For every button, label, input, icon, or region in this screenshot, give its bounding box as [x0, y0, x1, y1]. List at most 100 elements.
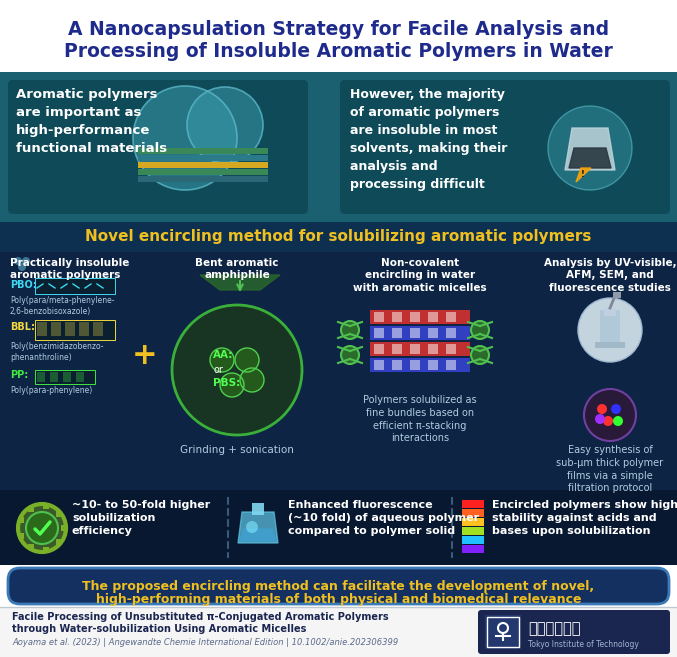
Bar — [600, 310, 620, 345]
Text: high-performing materials of both physical and biomedical relevance: high-performing materials of both physic… — [95, 593, 582, 606]
Circle shape — [210, 348, 234, 372]
Bar — [410, 360, 420, 370]
Circle shape — [613, 416, 623, 426]
Circle shape — [18, 263, 26, 271]
Circle shape — [578, 298, 642, 362]
Bar — [374, 312, 384, 322]
Bar — [37, 322, 47, 336]
Bar — [446, 328, 456, 338]
Polygon shape — [240, 529, 276, 541]
Polygon shape — [238, 512, 278, 543]
Polygon shape — [200, 275, 280, 290]
Bar — [604, 308, 616, 316]
Text: A Nanocapsulation Strategy for Facile Analysis and: A Nanocapsulation Strategy for Facile An… — [68, 20, 609, 39]
Bar — [43, 503, 49, 509]
Text: Non-covalent
encircling in water
with aromatic micelles: Non-covalent encircling in water with ar… — [353, 258, 487, 293]
Bar — [35, 370, 95, 384]
Bar — [138, 155, 268, 161]
Circle shape — [611, 404, 621, 414]
Text: PP:: PP: — [10, 370, 28, 380]
Text: Novel encircling method for solubilizing aromatic polymers: Novel encircling method for solubilizing… — [85, 229, 592, 244]
Circle shape — [172, 305, 302, 435]
Bar — [462, 509, 484, 517]
Circle shape — [18, 504, 66, 552]
Circle shape — [341, 346, 359, 364]
Bar — [392, 312, 402, 322]
Text: Aromatic polymers
are important as
high-performance
functional materials: Aromatic polymers are important as high-… — [16, 88, 167, 155]
Bar — [0, 490, 677, 565]
Text: Poly(para-phenylene): Poly(para-phenylene) — [10, 386, 92, 395]
FancyBboxPatch shape — [340, 80, 670, 214]
Bar — [35, 320, 115, 340]
Circle shape — [14, 257, 22, 265]
Text: Easy synthesis of
sub-μm thick polymer
films via a simple
filtration protocol: Easy synthesis of sub-μm thick polymer f… — [556, 445, 663, 493]
Text: +: + — [132, 340, 158, 369]
Text: PBS:: PBS: — [213, 378, 240, 388]
Bar — [35, 278, 115, 294]
Text: Analysis by UV-visible,
AFM, SEM, and
fluorescence studies: Analysis by UV-visible, AFM, SEM, and fl… — [544, 258, 676, 293]
FancyBboxPatch shape — [8, 80, 308, 214]
Circle shape — [548, 106, 632, 190]
Text: Aoyama et al. (2023) | Angewandte Chemie International Edition | 10.1002/anie.20: Aoyama et al. (2023) | Angewandte Chemie… — [12, 638, 398, 647]
Circle shape — [26, 512, 58, 544]
Circle shape — [597, 404, 607, 414]
Text: AA:: AA: — [213, 350, 234, 360]
Text: Tokyo Institute of Technology: Tokyo Institute of Technology — [528, 640, 639, 649]
Text: Enhanced fluorescence
(~10 fold) of aqueous polymer
compared to polymer solid: Enhanced fluorescence (~10 fold) of aque… — [288, 500, 479, 536]
Text: The proposed encircling method can facilitate the development of novel,: The proposed encircling method can facil… — [83, 580, 594, 593]
Bar — [76, 372, 84, 382]
Bar — [392, 360, 402, 370]
Bar — [462, 500, 484, 508]
Bar — [392, 328, 402, 338]
Circle shape — [603, 416, 613, 426]
Text: 東京工業大学: 東京工業大学 — [528, 621, 580, 636]
Circle shape — [22, 257, 30, 265]
Bar — [18, 518, 24, 524]
FancyBboxPatch shape — [8, 568, 669, 604]
Circle shape — [133, 86, 237, 190]
Bar — [0, 0, 677, 72]
Text: Polymers solubilized as
fine bundles based on
efficient π-stacking
interactions: Polymers solubilized as fine bundles bas… — [363, 395, 477, 443]
Circle shape — [220, 373, 244, 397]
Circle shape — [471, 321, 489, 339]
Bar — [51, 322, 61, 336]
Bar — [65, 322, 75, 336]
Bar — [462, 545, 484, 553]
FancyBboxPatch shape — [478, 610, 670, 654]
Bar — [63, 372, 71, 382]
Text: However, the majority
of aromatic polymers
are insoluble in most
solvents, makin: However, the majority of aromatic polyme… — [350, 88, 507, 191]
Text: Facile Processing of Unsubstituted π-Conjugated Aromatic Polymers: Facile Processing of Unsubstituted π-Con… — [12, 612, 389, 622]
Text: Processing of Insoluble Aromatic Polymers in Water: Processing of Insoluble Aromatic Polymer… — [64, 42, 613, 61]
Bar — [374, 328, 384, 338]
Bar — [428, 328, 438, 338]
Bar — [487, 617, 519, 647]
Text: Bent aromatic
amphiphile: Bent aromatic amphiphile — [195, 258, 279, 281]
Bar — [462, 527, 484, 535]
Bar — [428, 344, 438, 354]
Bar — [428, 360, 438, 370]
Circle shape — [471, 346, 489, 364]
Circle shape — [584, 389, 636, 441]
Circle shape — [240, 368, 264, 392]
Bar — [0, 607, 677, 657]
Bar — [56, 539, 62, 545]
Bar — [28, 544, 34, 550]
Bar — [446, 312, 456, 322]
Text: Poly(benzimidazobenzo-
phenanthroline): Poly(benzimidazobenzo- phenanthroline) — [10, 342, 104, 362]
Circle shape — [341, 321, 359, 339]
Text: Grinding + sonication: Grinding + sonication — [180, 445, 294, 455]
Bar — [595, 342, 625, 348]
Bar — [138, 176, 268, 182]
Bar — [410, 328, 420, 338]
Bar — [79, 322, 89, 336]
Bar — [370, 326, 470, 340]
Polygon shape — [565, 128, 615, 170]
Text: through Water-solubilization Using Aromatic Micelles: through Water-solubilization Using Aroma… — [12, 624, 307, 634]
Polygon shape — [569, 148, 611, 168]
Bar — [43, 547, 49, 553]
Bar — [485, 615, 521, 649]
Bar — [138, 162, 268, 168]
Text: PBO:: PBO: — [10, 280, 37, 290]
Text: BBL:: BBL: — [10, 322, 35, 332]
Bar — [462, 536, 484, 544]
